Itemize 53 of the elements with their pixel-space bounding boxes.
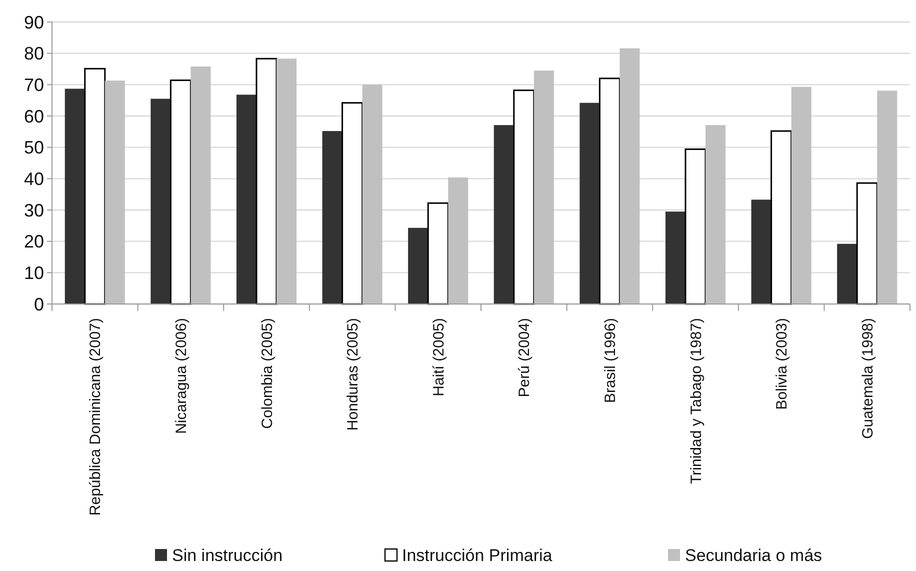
x-tick-label: Brasil (1996) [602, 318, 619, 404]
y-tick-label: 60 [24, 106, 44, 126]
bar [342, 102, 364, 305]
bar [276, 58, 297, 304]
x-tick-label: Perú (2004) [516, 318, 534, 398]
bar [448, 177, 468, 304]
y-tick-label: 80 [24, 44, 44, 64]
bar [190, 66, 211, 304]
y-tick-label: 30 [24, 200, 44, 220]
bar [427, 202, 449, 305]
bar [236, 94, 256, 304]
bar [856, 182, 878, 305]
bar [362, 84, 382, 304]
x-tick-label: Haití (2005) [430, 318, 448, 396]
bar [104, 80, 125, 304]
x-tick-label: Colombia (2005) [258, 318, 276, 429]
x-tick-label: Guatemala (1998) [859, 318, 876, 439]
bar [665, 212, 686, 304]
y-tick-label: 90 [24, 12, 44, 32]
legend-label: Secundaria o más [685, 546, 822, 565]
y-tick-label: 70 [24, 74, 44, 95]
bar [837, 244, 858, 304]
y-tick-label: 0 [34, 294, 44, 314]
bar [706, 125, 726, 304]
bar [84, 68, 106, 305]
x-tick-label: Bolivia (2003) [774, 318, 791, 410]
y-tick-label: 20 [24, 232, 44, 252]
bar [150, 98, 171, 304]
legend-label: Sin instrucción [172, 546, 283, 565]
bar [170, 80, 192, 305]
bar [791, 86, 812, 304]
y-tick-label: 10 [24, 262, 44, 283]
bar [580, 102, 600, 304]
bar [256, 58, 278, 305]
bar [534, 70, 554, 304]
bar [620, 48, 640, 304]
bar [494, 125, 514, 304]
x-tick-label: República Dominicana (2007) [87, 318, 104, 516]
bar [751, 200, 772, 304]
x-tick-label: Nicaragua (2006) [172, 318, 190, 434]
bar [598, 78, 620, 305]
y-tick-label: 40 [24, 168, 44, 189]
bar [770, 130, 792, 305]
x-tick-label: Trinidad y Tabago (1987) [688, 318, 705, 484]
x-tick-label: Honduras (2005) [344, 318, 362, 431]
bar [64, 88, 85, 304]
bar [684, 148, 706, 305]
legend-label: Instrucción Primaria [402, 546, 553, 565]
bar [877, 90, 898, 304]
y-tick-label: 50 [24, 138, 44, 158]
bar [408, 228, 428, 304]
bar [322, 131, 342, 304]
bar [513, 90, 535, 305]
